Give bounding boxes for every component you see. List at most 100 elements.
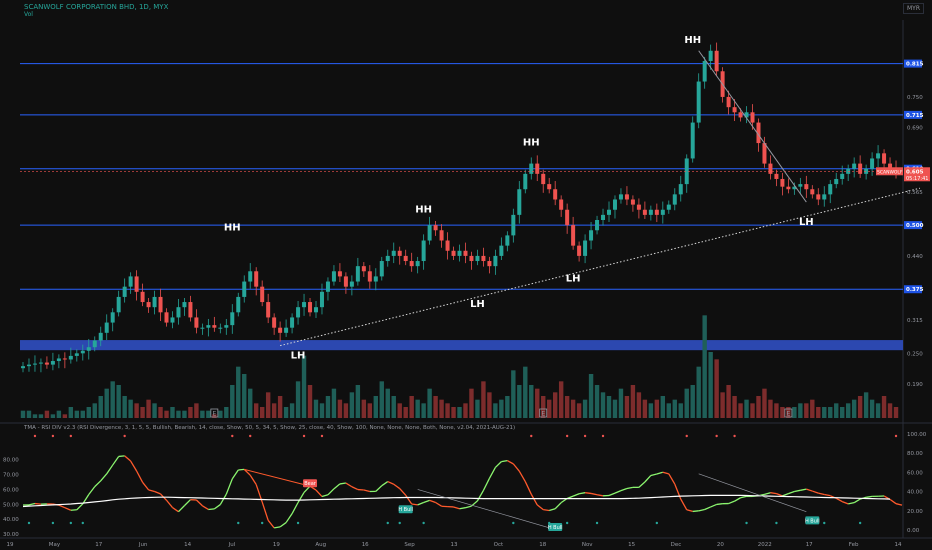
level-badge[interactable] — [904, 285, 922, 294]
trendline[interactable] — [280, 187, 921, 347]
candle[interactable] — [230, 312, 235, 326]
earnings-marker[interactable] — [784, 408, 793, 418]
candle[interactable] — [822, 194, 827, 200]
candle[interactable] — [104, 322, 109, 333]
candle[interactable] — [696, 81, 701, 123]
candle[interactable] — [487, 261, 492, 267]
candle[interactable] — [595, 220, 600, 231]
candle[interactable] — [391, 250, 396, 256]
candle[interactable] — [170, 317, 175, 323]
candle[interactable] — [242, 281, 247, 297]
candle[interactable] — [870, 158, 875, 169]
candle[interactable] — [397, 250, 402, 256]
candle[interactable] — [511, 214, 516, 236]
candle[interactable] — [379, 261, 384, 277]
earnings-marker[interactable] — [539, 408, 548, 418]
candle[interactable] — [302, 302, 307, 308]
candle[interactable] — [176, 307, 181, 318]
candle[interactable] — [56, 358, 61, 362]
candle[interactable] — [68, 355, 73, 360]
candle[interactable] — [565, 209, 570, 226]
candle[interactable] — [864, 168, 869, 174]
candle[interactable] — [296, 307, 301, 318]
candle[interactable] — [200, 327, 205, 329]
candle[interactable] — [373, 276, 378, 282]
candle[interactable] — [828, 184, 833, 195]
candle[interactable] — [206, 325, 211, 328]
candle[interactable] — [798, 184, 803, 187]
candle[interactable] — [810, 189, 815, 195]
candle[interactable] — [876, 153, 881, 159]
candle[interactable] — [636, 204, 641, 210]
candle[interactable] — [361, 266, 366, 272]
candle[interactable] — [732, 107, 737, 113]
candle[interactable] — [529, 163, 534, 174]
candle[interactable] — [433, 225, 438, 231]
candle[interactable] — [403, 255, 408, 262]
candle[interactable] — [535, 163, 540, 174]
trendline[interactable] — [698, 50, 807, 203]
candle[interactable] — [122, 286, 127, 297]
candle[interactable] — [62, 358, 67, 360]
candle[interactable] — [272, 317, 277, 328]
candle[interactable] — [858, 163, 863, 174]
candle[interactable] — [571, 225, 576, 246]
candle[interactable] — [469, 255, 474, 262]
candle[interactable] — [577, 245, 582, 256]
candle[interactable] — [128, 276, 133, 287]
candle[interactable] — [499, 245, 504, 256]
candle[interactable] — [98, 332, 103, 341]
candle[interactable] — [834, 178, 839, 185]
candle[interactable] — [218, 327, 223, 329]
candle[interactable] — [80, 350, 85, 354]
candle[interactable] — [517, 189, 522, 215]
candle[interactable] — [74, 353, 79, 356]
candle[interactable] — [601, 214, 606, 220]
candle[interactable] — [50, 361, 55, 365]
candle[interactable] — [762, 143, 767, 164]
candle[interactable] — [786, 186, 791, 190]
candle[interactable] — [505, 235, 510, 246]
candle[interactable] — [236, 296, 241, 313]
candle[interactable] — [44, 362, 49, 365]
candle[interactable] — [367, 271, 372, 282]
candle[interactable] — [32, 363, 37, 365]
candle[interactable] — [642, 209, 647, 215]
candle[interactable] — [319, 291, 324, 308]
candle[interactable] — [110, 312, 115, 323]
candle[interactable] — [409, 261, 414, 267]
candle[interactable] — [314, 307, 318, 313]
candle[interactable] — [182, 302, 187, 308]
last-price-symbol-badge[interactable] — [876, 167, 903, 176]
candle[interactable] — [266, 302, 271, 318]
candle[interactable] — [92, 340, 97, 348]
candle[interactable] — [421, 240, 426, 262]
candle[interactable] — [152, 296, 157, 308]
support-band[interactable] — [20, 340, 903, 351]
candle[interactable] — [248, 271, 253, 282]
candle[interactable] — [816, 194, 821, 200]
candle[interactable] — [325, 281, 330, 292]
currency-badge[interactable]: MYR — [902, 3, 924, 14]
candle[interactable] — [475, 255, 480, 262]
candle[interactable] — [666, 204, 671, 210]
candle[interactable] — [840, 173, 845, 179]
candle[interactable] — [702, 61, 707, 82]
candle[interactable] — [648, 209, 653, 215]
candle[interactable] — [260, 286, 265, 303]
candle[interactable] — [26, 364, 31, 367]
signal-label-box[interactable] — [398, 505, 413, 514]
candle[interactable] — [774, 173, 779, 179]
candle[interactable] — [607, 209, 611, 215]
candle[interactable] — [349, 281, 354, 287]
candle[interactable] — [553, 189, 558, 200]
candle[interactable] — [337, 271, 342, 277]
candle[interactable] — [284, 327, 289, 333]
candle[interactable] — [134, 276, 139, 292]
candle[interactable] — [852, 163, 857, 169]
last-price-badge[interactable] — [904, 167, 930, 182]
candle[interactable] — [254, 271, 259, 287]
candle[interactable] — [678, 184, 683, 195]
earnings-marker[interactable] — [210, 408, 219, 418]
